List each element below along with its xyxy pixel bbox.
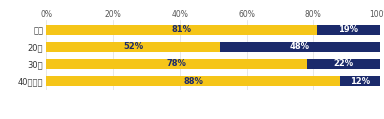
Text: 81%: 81% (171, 25, 191, 34)
Bar (307, 59, 380, 69)
Text: 22%: 22% (333, 59, 354, 68)
Bar (340, 76, 380, 86)
Bar (46, 76, 340, 86)
Bar (46, 25, 317, 35)
Text: 52%: 52% (123, 42, 143, 51)
Text: 19%: 19% (338, 25, 358, 34)
Text: 48%: 48% (290, 42, 310, 51)
Legend: コロナ禍（2019年）以前, コロナ禍（2020年）以降: コロナ禍（2019年）以前, コロナ禍（2020年）以降 (133, 118, 293, 119)
Bar (46, 59, 307, 69)
Text: 78%: 78% (166, 59, 186, 68)
Bar (220, 42, 380, 52)
Text: 88%: 88% (183, 77, 203, 86)
Text: 12%: 12% (350, 77, 370, 86)
Bar (46, 42, 220, 52)
Bar (317, 25, 380, 35)
